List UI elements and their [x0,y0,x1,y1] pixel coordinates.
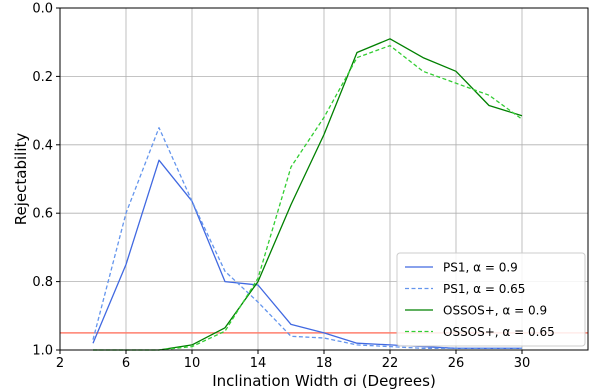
x-tick-label-5: 22 [382,356,399,371]
y-tick-label-0: 0.0 [32,2,53,17]
x-axis-ticks: 2 6 10 14 18 22 26 30 [56,350,530,371]
y-tick-label-1: 0.2 [32,70,53,85]
legend: PS1, α = 0.9 PS1, α = 0.65 OSSOS+, α = 0.9… [396,252,586,347]
legend-label-1: PS1, α = 0.65 [443,282,525,296]
legend-label-2: OSSOS+, α = 0.9 [443,304,547,318]
x-tick-label-2: 10 [184,356,201,371]
x-tick-label-1: 6 [122,356,130,371]
series-line-3 [93,44,523,351]
y-axis-ticks: 0.0 0.2 0.4 0.6 0.8 1.0 [32,2,60,359]
x-tick-label-4: 18 [316,356,333,371]
x-tick-label-6: 26 [448,356,465,371]
y-tick-label-3: 0.6 [32,207,53,222]
legend-label-3: OSSOS+, α = 0.65 [443,325,555,339]
series-line-1 [92,127,522,349]
legend-box [396,252,586,347]
x-axis-label: Inclination Width σi (Degrees) [212,372,436,390]
series-group [92,38,523,351]
x-tick-label-3: 14 [250,356,267,371]
legend-label-0: PS1, α = 0.9 [443,261,518,275]
y-tick-label-5: 1.0 [32,344,53,359]
y-tick-label-2: 0.4 [32,138,53,153]
x-tick-label-7: 30 [514,356,531,371]
y-axis-label: Rejectability [12,133,30,226]
x-tick-label-0: 2 [56,356,64,371]
y-tick-label-4: 0.8 [32,275,53,290]
